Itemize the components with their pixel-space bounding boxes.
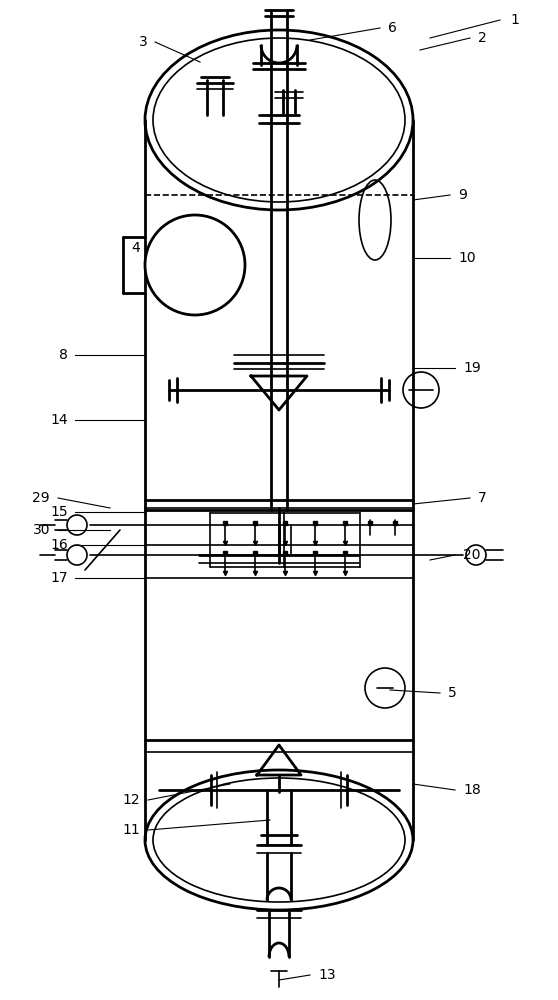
Text: 10: 10: [458, 251, 475, 265]
Text: 6: 6: [388, 21, 397, 35]
Text: 7: 7: [478, 491, 487, 505]
Text: 15: 15: [50, 505, 68, 519]
Text: 12: 12: [122, 793, 140, 807]
Text: 2: 2: [478, 31, 487, 45]
Text: 14: 14: [50, 413, 68, 427]
Text: 30: 30: [32, 523, 50, 537]
Text: 3: 3: [140, 35, 148, 49]
Text: 13: 13: [318, 968, 335, 982]
Text: 9: 9: [458, 188, 467, 202]
Text: 4: 4: [131, 241, 140, 255]
Text: 11: 11: [122, 823, 140, 837]
Text: 8: 8: [59, 348, 68, 362]
Text: 1: 1: [510, 13, 519, 27]
Text: 18: 18: [463, 783, 481, 797]
Bar: [145, 120, 413, 840]
Circle shape: [145, 215, 245, 315]
Text: 5: 5: [448, 686, 457, 700]
Text: 19: 19: [463, 361, 481, 375]
Text: 20: 20: [463, 548, 480, 562]
Text: 29: 29: [32, 491, 50, 505]
Text: 16: 16: [50, 538, 68, 552]
Ellipse shape: [145, 770, 413, 910]
Ellipse shape: [145, 30, 413, 210]
Text: 17: 17: [50, 571, 68, 585]
